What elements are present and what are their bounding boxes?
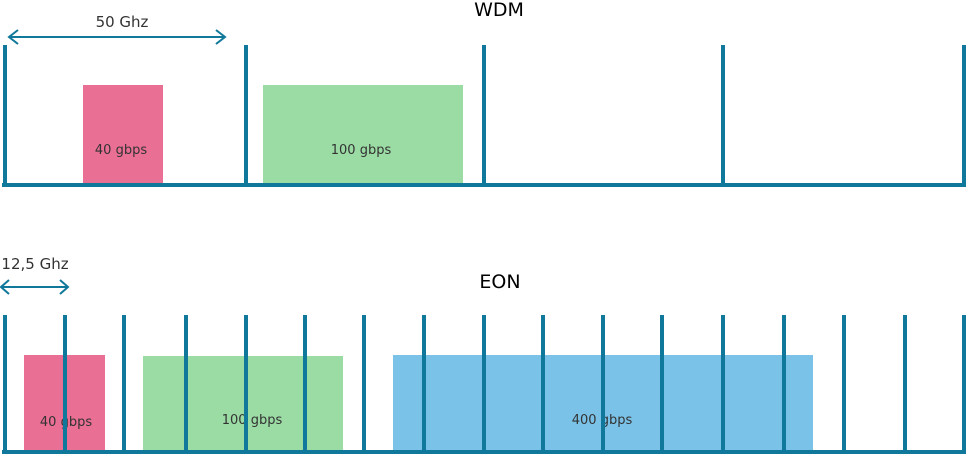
wdm-section: WDM 50 Ghz 40 gbps 100 gbps — [2, 0, 966, 187]
wdm-title: WDM — [474, 0, 524, 21]
wdm-spacing-label: 50 Ghz — [96, 13, 149, 31]
eon-section: EON 12,5 Ghz 40 gbps 100 gbps 400 gbps — [0, 255, 966, 454]
wdm-grid — [2, 45, 966, 187]
eon-spacing-label: 12,5 Ghz — [1, 255, 68, 273]
eon-grid — [2, 315, 966, 454]
eon-channel-100gbps-label: 100 gbps — [222, 413, 283, 428]
wdm-channel-100gbps — [263, 85, 463, 185]
wdm-channel-40gbps-label: 40 gbps — [95, 143, 147, 158]
wdm-channel-100gbps-label: 100 gbps — [331, 143, 392, 158]
eon-spacing-arrow — [0, 279, 70, 295]
wdm-spacing-arrow — [7, 29, 227, 45]
eon-channel-100gbps — [143, 356, 343, 452]
eon-title: EON — [479, 271, 520, 293]
wdm-channel-40gbps — [83, 85, 163, 185]
